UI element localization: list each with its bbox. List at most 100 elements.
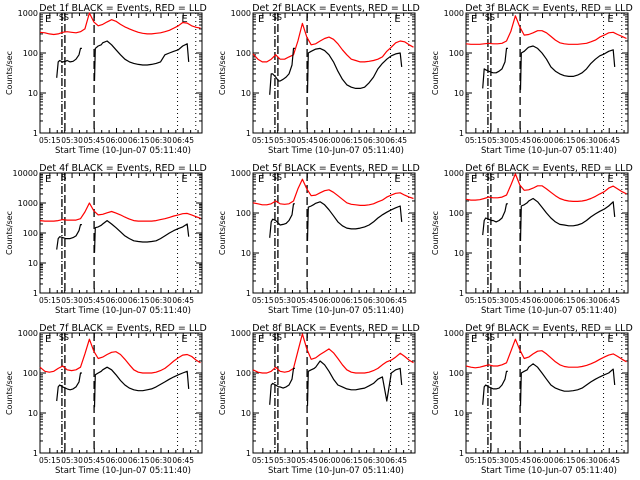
y-tick-label: 1 — [459, 129, 464, 138]
events-series-line — [482, 363, 616, 407]
marker-e-right: E — [607, 14, 613, 25]
x-tick-label: 06:15 — [128, 456, 150, 465]
y-tick-label: 1 — [33, 289, 38, 298]
marker-s: SS — [59, 333, 69, 342]
x-tick-label: 06:45 — [598, 296, 620, 305]
x-tick-label: 06:00 — [532, 296, 554, 305]
marker-e-left: E — [45, 334, 51, 345]
y-tick-label: 10000 — [13, 169, 38, 178]
x-tick-label: 06:00 — [106, 296, 128, 305]
lld-series-line — [39, 338, 201, 374]
lld-series-line — [252, 22, 414, 63]
marker-e-right: E — [181, 174, 187, 185]
y-tick-label: 10 — [454, 249, 464, 258]
y-tick-label: 100 — [236, 49, 251, 58]
panel-title: Det 6f BLACK = Events, RED = LLD — [465, 163, 633, 174]
x-tick-label: 06:15 — [128, 136, 150, 145]
x-axis-label: Start Time (10-Jun-07 05:11:40) — [268, 466, 404, 476]
y-axis-label: Counts/sec — [431, 371, 440, 415]
marker-s: SS — [272, 333, 282, 342]
marker-e-right: E — [394, 334, 400, 345]
marker-s: SS — [485, 333, 495, 342]
x-tick-label: 06:00 — [319, 296, 341, 305]
x-tick-label: 05:45 — [83, 136, 105, 145]
y-tick-label: 10 — [454, 89, 464, 98]
x-tick-label: 05:45 — [509, 296, 531, 305]
plot-frame — [465, 332, 629, 454]
y-axis-label: Counts/sec — [5, 211, 14, 255]
x-tick-label: 05:15 — [39, 136, 61, 145]
x-tick-label: 06:15 — [554, 136, 576, 145]
x-tick-label: 06:45 — [172, 136, 194, 145]
x-tick-label: 06:45 — [385, 296, 407, 305]
x-tick-label: 05:15 — [252, 456, 274, 465]
y-axis-label: Counts/sec — [218, 371, 227, 415]
panel-title: Det 5f BLACK = Events, RED = LLD — [252, 163, 420, 174]
x-tick-label: 06:45 — [172, 456, 194, 465]
marker-e-right: E — [394, 174, 400, 185]
x-tick-label: 06:15 — [341, 456, 363, 465]
y-tick-label: 1000 — [444, 329, 464, 338]
marker-e-left: E — [45, 174, 51, 185]
plot-frame — [252, 12, 416, 134]
y-tick-label: 100 — [449, 49, 464, 58]
x-tick-label: 05:45 — [296, 456, 318, 465]
x-tick-label: 05:15 — [465, 136, 487, 145]
events-series-line — [56, 220, 190, 253]
x-tick-label: 06:30 — [363, 296, 385, 305]
y-tick-label: 1 — [246, 449, 251, 458]
x-axis-label: Start Time (10-Jun-07 05:11:40) — [268, 146, 404, 156]
x-tick-label: 05:30 — [487, 456, 509, 465]
x-tick-label: 06:30 — [576, 456, 598, 465]
y-tick-label: 10 — [28, 89, 38, 98]
x-tick-label: 05:30 — [487, 296, 509, 305]
y-tick-label: 100 — [449, 369, 464, 378]
x-axis-label: Start Time (10-Jun-07 05:11:40) — [481, 466, 617, 476]
y-tick-label: 1000 — [444, 9, 464, 18]
y-axis-label: Counts/sec — [431, 51, 440, 95]
events-series-line — [482, 197, 616, 242]
panel-det-3: Det 3f BLACK = Events, RED = LLD 1 10 100 10… — [431, 3, 633, 156]
marker-s: SS — [59, 13, 69, 22]
plot-frame — [39, 12, 203, 134]
x-tick-label: 05:30 — [487, 136, 509, 145]
x-axis-label: Start Time (10-Jun-07 05:11:40) — [481, 146, 617, 156]
y-tick-label: 100 — [449, 209, 464, 218]
x-axis-label: Start Time (10-Jun-07 05:11:40) — [55, 466, 191, 476]
panel-det-8: Det 8f BLACK = Events, RED = LLD 1 10 100 10… — [218, 323, 420, 476]
panel-title: Det 2f BLACK = Events, RED = LLD — [252, 3, 420, 14]
x-tick-label: 05:30 — [61, 136, 83, 145]
y-tick-label: 10 — [241, 409, 251, 418]
x-tick-label: 05:30 — [274, 136, 296, 145]
marker-e-right: E — [394, 14, 400, 25]
y-tick-label: 1000 — [231, 9, 251, 18]
x-tick-label: 06:15 — [554, 296, 576, 305]
x-tick-label: 05:45 — [296, 136, 318, 145]
lld-series-line — [465, 338, 627, 369]
y-tick-label: 1000 — [18, 329, 38, 338]
y-tick-label: 1 — [246, 289, 251, 298]
y-tick-label: 100 — [23, 369, 38, 378]
x-tick-label: 06:45 — [598, 136, 620, 145]
x-tick-label: 06:30 — [576, 136, 598, 145]
x-tick-label: 06:45 — [385, 456, 407, 465]
x-tick-label: 06:45 — [172, 296, 194, 305]
x-tick-label: 05:45 — [83, 296, 105, 305]
marker-e-left: E — [258, 14, 264, 25]
marker-e-right: E — [181, 334, 187, 345]
marker-s: SS — [272, 13, 282, 22]
x-tick-label: 06:30 — [150, 456, 172, 465]
x-tick-label: 06:15 — [341, 296, 363, 305]
x-tick-label: 06:00 — [106, 136, 128, 145]
panel-det-2: Det 2f BLACK = Events, RED = LLD 1 10 100 10… — [218, 3, 420, 156]
y-tick-label: 1 — [459, 449, 464, 458]
y-tick-label: 100 — [236, 209, 251, 218]
y-axis-label: Counts/sec — [218, 51, 227, 95]
y-tick-label: 100 — [23, 229, 38, 238]
marker-s: SS — [485, 13, 495, 22]
panel-title: Det 7f BLACK = Events, RED = LLD — [39, 323, 207, 334]
y-axis-label: Counts/sec — [218, 211, 227, 255]
y-tick-label: 1 — [246, 129, 251, 138]
events-series-line — [56, 366, 190, 408]
x-axis-label: Start Time (10-Jun-07 05:11:40) — [55, 306, 191, 316]
